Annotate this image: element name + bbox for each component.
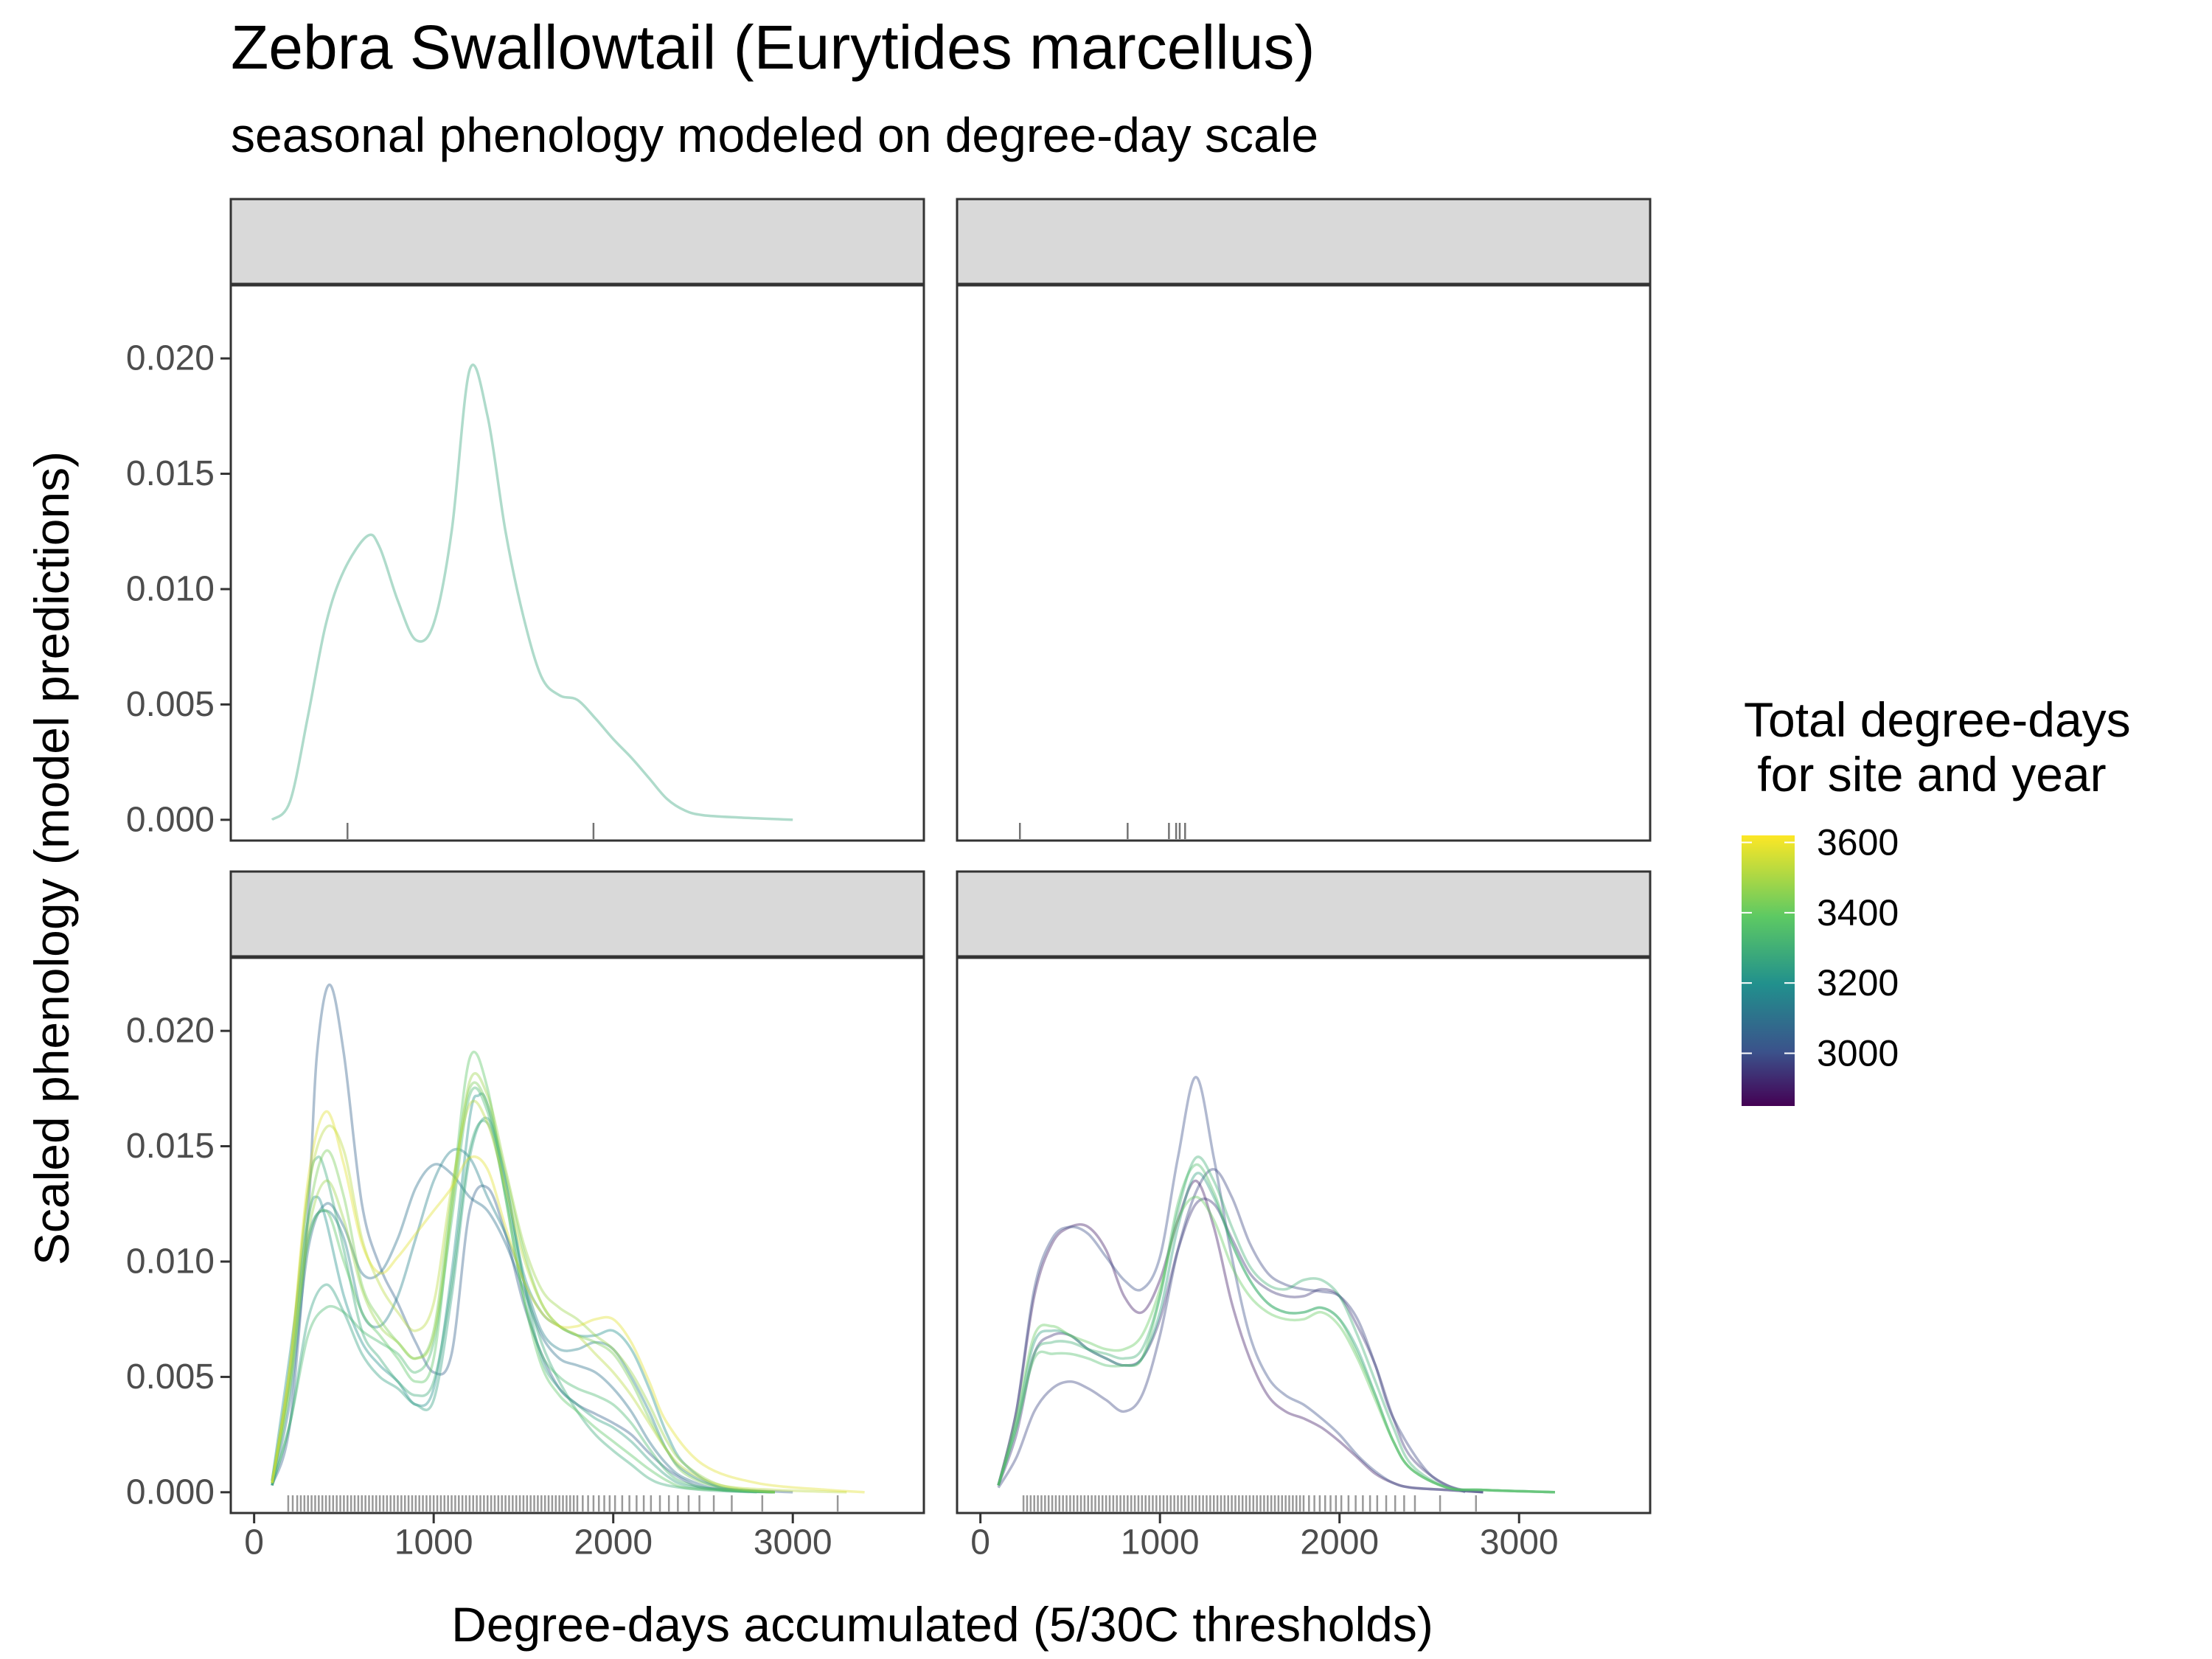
series-line-sw-6 (271, 1119, 757, 1494)
x-tick-label: 3000 (1480, 1523, 1559, 1562)
x-tick-label: 2000 (1300, 1523, 1379, 1562)
series-line-sw-2 (271, 1163, 775, 1494)
x-tick-label: 1000 (1121, 1523, 1200, 1562)
legend-break-label: 3600 (1817, 822, 1899, 863)
series-line-sw-1 (271, 983, 793, 1494)
panel-frame-cn (956, 956, 1652, 1514)
legend-break-label: 3200 (1817, 962, 1899, 1004)
series-line-sw-3 (271, 1147, 776, 1494)
x-tick-label: 1000 (394, 1523, 473, 1562)
y-tick-label: 0.015 (126, 1127, 215, 1166)
facet-strip-sw (229, 870, 925, 959)
chart-subtitle: seasonal phenology modeled on degree-day… (231, 108, 1319, 162)
series-line-sw-9 (271, 1081, 776, 1494)
legend-break-label: 3000 (1817, 1033, 1899, 1074)
y-tick-label: 0.010 (126, 1242, 215, 1281)
y-tick-label: 0.020 (126, 1012, 215, 1051)
facet-strip-ne (956, 198, 1652, 286)
series-line-sw-10 (271, 1072, 776, 1494)
series-line-sw-11 (271, 1099, 847, 1494)
x-tick-label: 2000 (574, 1523, 653, 1562)
legend-break-label: 3400 (1817, 892, 1899, 933)
series-line-cn-5 (997, 1172, 1555, 1494)
y-tick-label: 0.005 (126, 1357, 215, 1397)
x-tick-label: 0 (244, 1523, 264, 1562)
series-line-sw-7 (271, 1086, 775, 1494)
panel-frame-ne (956, 283, 1652, 842)
series-line-cn-3 (997, 1075, 1484, 1494)
panel-frame-nw (229, 283, 925, 842)
series-line-sw-5 (271, 1116, 775, 1494)
series-line-cn-1 (997, 1179, 1484, 1494)
series-line-nw-1 (271, 364, 793, 821)
y-axis-label: Scaled phenology (model predictions) (24, 451, 79, 1266)
series-line-cn-7 (997, 1163, 1555, 1494)
panel-ne (956, 198, 1652, 842)
panel-nw (229, 198, 925, 842)
y-tick-label: 0.005 (126, 685, 215, 724)
y-tick-label: 0.015 (126, 454, 215, 493)
facet-strip-nw (229, 198, 925, 286)
chart-title: Zebra Swallowtail (Eurytides marcellus) (231, 13, 1315, 82)
y-tick-label: 0.010 (126, 569, 215, 608)
series-line-sw-4 (271, 1092, 776, 1494)
panel-frame-sw (229, 956, 925, 1514)
x-tick-label: 0 (970, 1523, 990, 1562)
y-tick-label: 0.000 (126, 1472, 215, 1512)
series-line-cn-2 (997, 1197, 1484, 1494)
series-line-sw-8 (271, 1051, 775, 1494)
series-line-cn-6 (997, 1155, 1555, 1494)
panel-sw (229, 870, 925, 1514)
facet-strip-cn (956, 870, 1652, 959)
series-line-sw-12 (271, 1110, 865, 1494)
series-line-cn-8 (997, 1195, 1555, 1494)
x-tick-label: 3000 (754, 1523, 832, 1562)
legend-title: Total degree-days for site and year (1744, 692, 2131, 801)
y-tick-label: 0.020 (126, 339, 215, 378)
x-axis-label: Degree-days accumulated (5/30C threshold… (451, 1597, 1433, 1652)
series-line-cn-4 (997, 1168, 1466, 1494)
legend-colorbar (1742, 835, 1795, 1106)
y-tick-label: 0.000 (126, 800, 215, 839)
panel-cn (956, 870, 1652, 1514)
